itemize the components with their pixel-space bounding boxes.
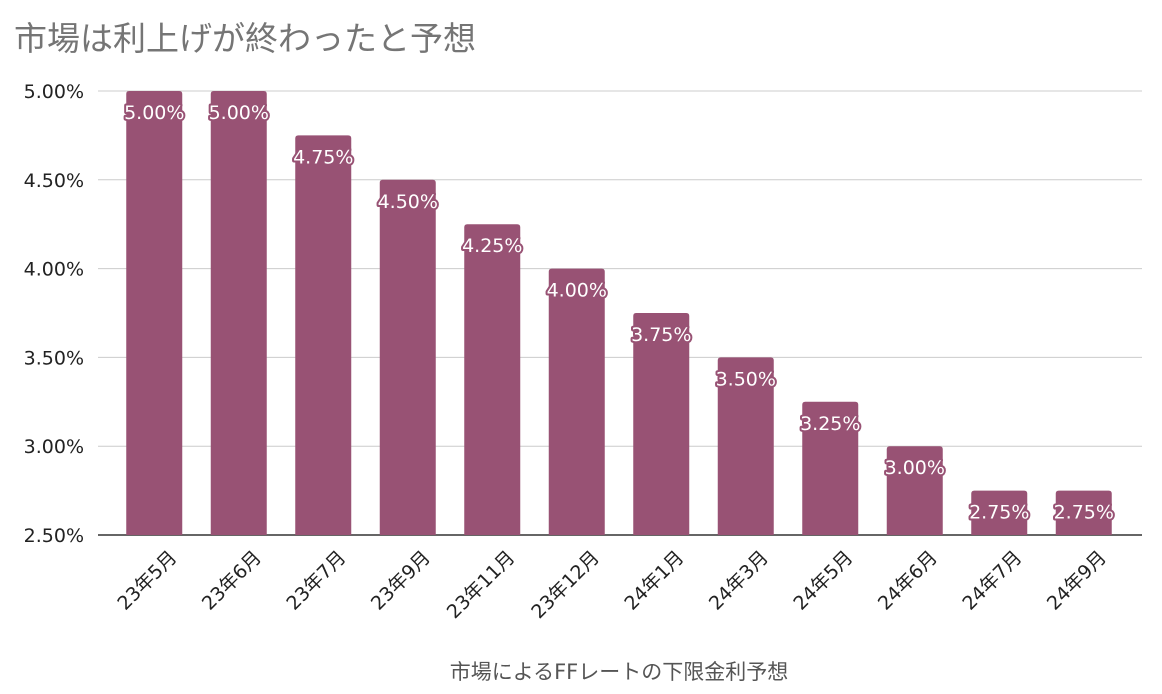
x-tick-label: 23年7月 bbox=[282, 547, 350, 615]
data-label: 4.25% bbox=[462, 235, 522, 257]
x-tick-label: 23年12月 bbox=[527, 547, 604, 624]
bar bbox=[633, 313, 690, 535]
data-label: 3.75% bbox=[631, 324, 691, 346]
gridlines bbox=[98, 90, 1142, 536]
bar bbox=[295, 135, 352, 535]
data-label: 3.50% bbox=[716, 368, 776, 390]
y-tick-label: 4.50% bbox=[24, 170, 84, 192]
x-tick-label: 23年9月 bbox=[367, 547, 435, 615]
data-labels: 5.00% 5.00% 4.75% 4.50% 4.25% 4.00% 3.75% 3.50%… bbox=[122, 100, 1116, 526]
y-tick-label: 3.00% bbox=[24, 436, 84, 458]
y-tick-label: 5.00% bbox=[24, 81, 84, 103]
bar bbox=[717, 357, 774, 535]
data-label: 4.00% bbox=[547, 280, 607, 302]
x-tick-label: 24年9月 bbox=[1043, 547, 1111, 615]
bar bbox=[126, 91, 183, 535]
y-tick-label: 4.00% bbox=[24, 259, 84, 281]
x-tick-label: 23年11月 bbox=[443, 547, 520, 624]
y-tick-label: 2.50% bbox=[24, 525, 84, 547]
x-axis-title: 市場によるFFレートの下限金利予想 bbox=[450, 660, 789, 684]
x-axis-tick-labels: 23年5月 23年6月 23年7月 23年9月 23年11月 23年12月 24年1月 24年… bbox=[113, 547, 1111, 624]
data-label: 2.75% bbox=[1054, 502, 1114, 524]
bars bbox=[126, 91, 1112, 536]
x-tick-label: 23年5月 bbox=[113, 547, 181, 615]
data-label: 4.75% bbox=[293, 146, 353, 168]
data-label: 5.00% bbox=[124, 102, 184, 124]
bar bbox=[802, 401, 859, 535]
bar bbox=[971, 490, 1028, 535]
bar bbox=[464, 224, 521, 535]
y-axis-tick-labels: 2.50% 3.00% 3.50% 4.00% 4.50% 5.00% bbox=[24, 81, 84, 547]
bar bbox=[886, 446, 943, 535]
x-tick-label: 24年6月 bbox=[874, 547, 942, 615]
data-label: 2.75% bbox=[969, 502, 1029, 524]
data-label: 4.50% bbox=[378, 191, 438, 213]
bar bbox=[1055, 490, 1112, 535]
bar bbox=[379, 179, 436, 536]
data-label: 3.25% bbox=[800, 413, 860, 435]
chart-title: 市場は利上げが終わったと予想 bbox=[14, 19, 476, 58]
y-tick-label: 3.50% bbox=[24, 347, 84, 369]
x-tick-label: 24年7月 bbox=[958, 547, 1026, 615]
x-tick-label: 24年1月 bbox=[620, 547, 688, 615]
x-tick-label: 23年6月 bbox=[198, 547, 266, 615]
data-label: 5.00% bbox=[209, 102, 269, 124]
bar bbox=[210, 91, 267, 535]
x-tick-label: 24年3月 bbox=[705, 547, 773, 615]
x-tick-label: 24年5月 bbox=[789, 547, 857, 615]
data-label: 3.00% bbox=[885, 457, 945, 479]
bar bbox=[548, 268, 605, 535]
